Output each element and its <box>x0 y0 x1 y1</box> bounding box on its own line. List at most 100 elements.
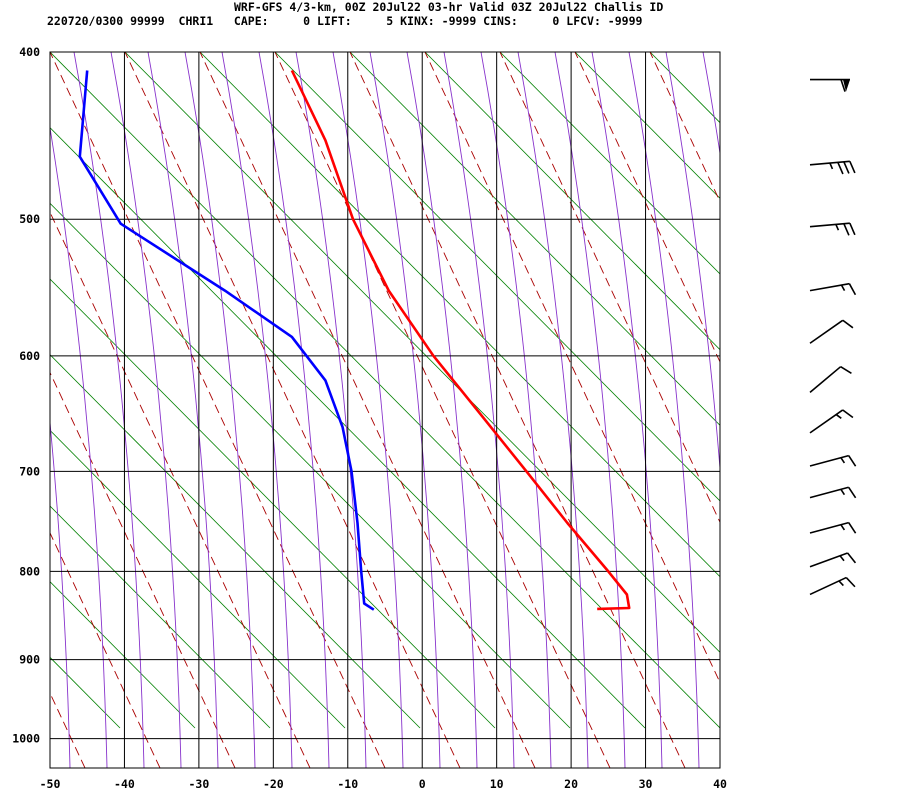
y-tick-label: 700 <box>19 464 40 478</box>
y-axis-labels: 400 500 600 700 800 900 1000 <box>12 45 40 746</box>
green-reference-line <box>349 52 720 426</box>
grid <box>50 51 720 768</box>
green-reference-line <box>50 429 346 729</box>
x-tick-label: -50 <box>40 777 61 791</box>
wind-barb-half-feather <box>835 224 840 231</box>
dry-adiabat-line <box>124 52 461 768</box>
moist-adiabat-line <box>443 52 515 768</box>
dry-adiabat-line <box>50 371 236 768</box>
wind-barb <box>809 552 857 568</box>
x-axis-labels: -50 -40 -30 -20 -10 0 10 20 30 40 <box>40 777 727 791</box>
x-tick-label: -30 <box>188 777 209 791</box>
moist-adiabat-line <box>50 125 108 768</box>
wind-barb <box>809 282 857 296</box>
green-reference-line <box>50 505 271 729</box>
green-reference-line <box>50 52 720 729</box>
profiles <box>78 69 631 611</box>
wind-barb-half-feather <box>840 457 846 464</box>
moist-adiabat-line <box>702 52 720 157</box>
wind-barb-full-feather <box>840 365 852 374</box>
moist-adiabat-line <box>369 52 441 768</box>
dry-adiabat-line <box>800 52 900 768</box>
dry-adiabat-line <box>274 52 611 768</box>
dry-adiabat-line <box>50 692 86 768</box>
wind-barb-full-feather <box>849 222 856 236</box>
moist-adiabat-line <box>480 52 552 768</box>
wind-barb-staff <box>809 282 850 292</box>
moist-adiabat-line <box>591 52 663 768</box>
moist-adiabat-line <box>332 52 404 768</box>
wind-barb-staff <box>809 576 847 596</box>
wind-barb-staff <box>809 454 849 467</box>
wind-barb-full-feather <box>842 319 854 329</box>
moist-adiabat-line <box>665 52 720 474</box>
moist-adiabat-line <box>406 52 478 768</box>
green-reference-line <box>875 52 900 728</box>
dewpoint-profile-line <box>78 70 375 611</box>
wind-barb <box>809 160 856 175</box>
moist-adiabat-line <box>740 52 810 768</box>
moist-adiabat-line <box>50 417 71 768</box>
station-info-line: 220720/0300 99999 CHRI1 CAPE: 0 LIFT: 5 … <box>47 14 643 28</box>
wind-barb-full-feather <box>843 223 850 236</box>
wind-barb-staff <box>809 222 850 228</box>
green-reference-line <box>50 581 196 729</box>
moist-adiabat-line <box>554 52 626 768</box>
moist-adiabat-line <box>628 52 700 768</box>
moist-adiabat-line <box>184 52 256 768</box>
dry-adiabat-line <box>649 52 720 203</box>
wind-barb-staff <box>809 521 849 534</box>
green-reference-line <box>50 354 421 729</box>
wind-barb-half-feather <box>840 524 846 531</box>
wind-barb-full-feather <box>845 577 856 588</box>
wind-barb-staff <box>809 319 844 344</box>
green-reference-line <box>199 52 720 578</box>
wind-barb <box>809 454 857 467</box>
x-tick-label: 40 <box>713 777 727 791</box>
y-tick-label: 500 <box>19 212 40 226</box>
x-tick-label: 10 <box>490 777 504 791</box>
green-reference-line <box>499 52 720 275</box>
dry-adiabat-line <box>574 52 720 363</box>
wind-barb-staff <box>809 409 844 434</box>
green-reference-line <box>0 52 45 728</box>
background-lines <box>0 52 900 768</box>
wind-barb-full-feather <box>843 161 850 174</box>
wind-barb <box>809 365 852 394</box>
wind-barb-full-feather <box>846 552 857 564</box>
x-tick-label: -40 <box>114 777 135 791</box>
x-tick-label: 0 <box>419 777 426 791</box>
wind-barb <box>809 409 854 434</box>
wind-barb-full-feather <box>849 161 856 174</box>
dry-adiabat-line <box>499 52 720 524</box>
dry-adiabat-line <box>199 52 536 768</box>
x-tick-label: -10 <box>337 777 358 791</box>
dry-adiabat-line <box>0 52 10 768</box>
wind-barb-half-feather <box>840 488 846 496</box>
dry-adiabat-line <box>349 52 686 768</box>
wind-barb-half-feather <box>840 284 846 292</box>
wind-barb <box>809 486 857 499</box>
wind-barb-staff <box>809 552 848 568</box>
y-tick-label: 1000 <box>12 732 40 746</box>
wind-barb <box>809 222 856 236</box>
wind-barb-flag <box>843 79 850 92</box>
wind-barb <box>809 521 857 534</box>
moist-adiabat-line <box>295 52 367 768</box>
wind-barb-full-feather <box>847 455 857 467</box>
wind-barb-full-feather <box>842 409 854 419</box>
wind-barbs <box>809 78 857 596</box>
x-tick-label: -20 <box>263 777 284 791</box>
wind-barb-staff <box>809 366 842 394</box>
x-tick-label: 30 <box>639 777 653 791</box>
dry-adiabat-line <box>725 52 900 768</box>
wind-barb-full-feather <box>837 162 844 175</box>
plot-frame <box>49 51 721 769</box>
green-reference-line <box>50 202 571 729</box>
x-tick-label: 20 <box>564 777 578 791</box>
moist-adiabat-line <box>73 52 145 768</box>
dry-adiabat-line <box>424 52 720 684</box>
moist-adiabat-line <box>147 52 219 768</box>
wind-barb <box>809 319 854 344</box>
